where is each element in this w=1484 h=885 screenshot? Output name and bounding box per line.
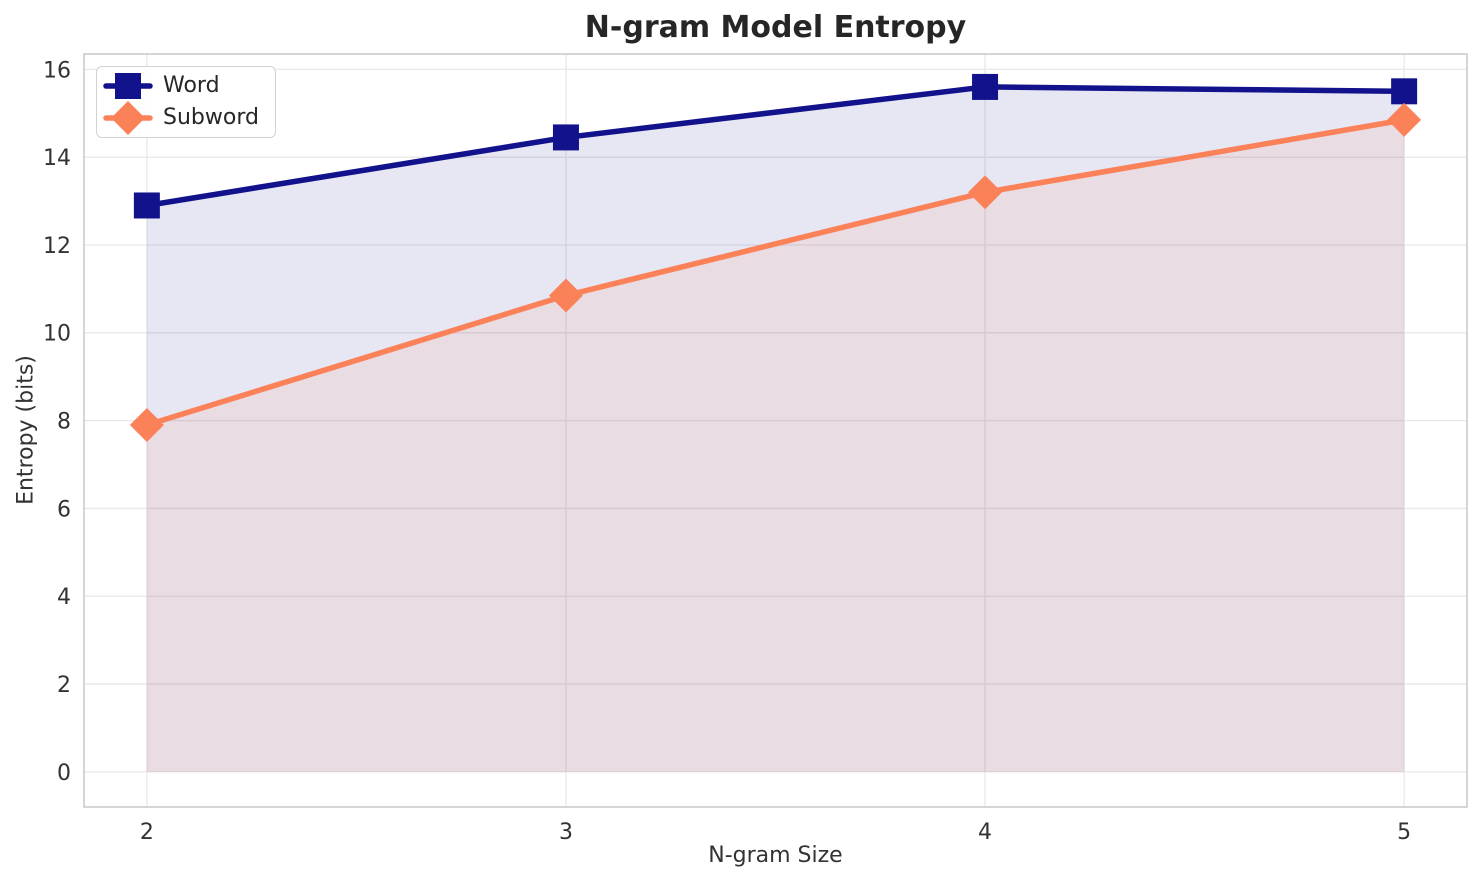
data-point-word — [552, 124, 579, 151]
data-point-word — [1391, 78, 1418, 105]
plot-border — [83, 53, 1468, 808]
subword-series-marker-icon — [103, 101, 153, 135]
data-point-subword — [129, 408, 164, 442]
series-line-subword — [144, 117, 1407, 428]
legend-item-word: Word — [103, 70, 259, 102]
y-tick-label: 0 — [57, 761, 71, 786]
x-tick-label: 5 — [1397, 820, 1411, 845]
y-tick-label: 10 — [43, 322, 71, 347]
y-tick-label: 14 — [43, 146, 71, 171]
y-axis-label: Entropy (bits) — [13, 355, 39, 505]
x-tick-label: 3 — [559, 820, 573, 845]
legend-label-subword: Subword — [163, 105, 259, 130]
y-tick-label: 8 — [57, 410, 71, 435]
data-point-word — [972, 73, 999, 100]
data-point-word — [133, 192, 160, 219]
data-point-subword — [1387, 102, 1422, 137]
legend-item-subword: Subword — [103, 101, 259, 135]
x-tick-label: 4 — [978, 820, 992, 845]
series-fill-word — [146, 86, 1405, 772]
x-axis-label: N-gram Size — [708, 843, 843, 868]
y-tick-label: 12 — [43, 234, 71, 259]
data-point-subword — [968, 175, 1003, 210]
legend-label-word: Word — [163, 73, 220, 98]
y-tick-label: 16 — [43, 58, 71, 83]
data-point-subword — [548, 278, 583, 313]
word-series-marker-icon — [103, 73, 153, 99]
y-tick-label: 2 — [57, 673, 71, 698]
y-tick-label: 4 — [57, 585, 71, 610]
x-tick-label: 2 — [140, 820, 154, 845]
series-line-word — [144, 84, 1407, 209]
y-tick-label: 6 — [57, 497, 71, 522]
series-fill-subword — [146, 119, 1405, 772]
chart-title: N-gram Model Entropy — [584, 10, 967, 45]
legend: Word Subword — [96, 66, 276, 138]
